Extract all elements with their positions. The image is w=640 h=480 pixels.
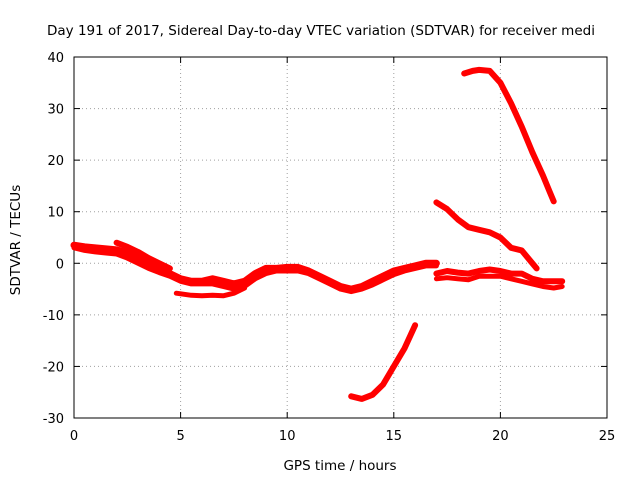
y-tick-label: 30 [47, 103, 64, 118]
series-arc-main-a [70, 241, 440, 293]
chart-title: Day 191 of 2017, Sidereal Day-to-day VTE… [47, 23, 595, 39]
y-tick-label: -10 [43, 309, 64, 324]
series-arc-ascending-low [348, 322, 419, 402]
x-tick-label: 25 [599, 429, 616, 444]
series-arc-low [173, 285, 248, 299]
data-series [70, 66, 566, 402]
y-tick-label: 0 [56, 257, 64, 272]
x-tick-label: 0 [70, 429, 78, 444]
series-arc-main-b [71, 245, 439, 295]
y-tick-label: -20 [43, 360, 64, 375]
series-arc-bump [113, 239, 173, 272]
y-axis-label: SDTVAR / TECUs [8, 185, 24, 295]
series-arc-right-b [433, 273, 565, 291]
plot-frame [73, 56, 608, 419]
axis-ticks: 0 5 10 15 20 25 -30 -20 -10 0 10 20 30 40 [43, 51, 616, 444]
x-tick-label: 15 [386, 429, 403, 444]
x-axis-label: GPS time / hours [283, 458, 396, 474]
series-arc-right-a [433, 266, 566, 285]
x-tick-label: 5 [176, 429, 184, 444]
x-tick-label: 20 [492, 429, 509, 444]
grid [74, 57, 607, 418]
y-tick-label: -30 [43, 412, 64, 427]
series-arc-descending-mid [433, 199, 540, 272]
y-tick-label: 40 [47, 51, 64, 66]
series-arc-descending-top [461, 66, 557, 205]
y-tick-label: 10 [47, 206, 64, 221]
x-tick-label: 10 [279, 429, 296, 444]
y-tick-label: 20 [47, 154, 64, 169]
